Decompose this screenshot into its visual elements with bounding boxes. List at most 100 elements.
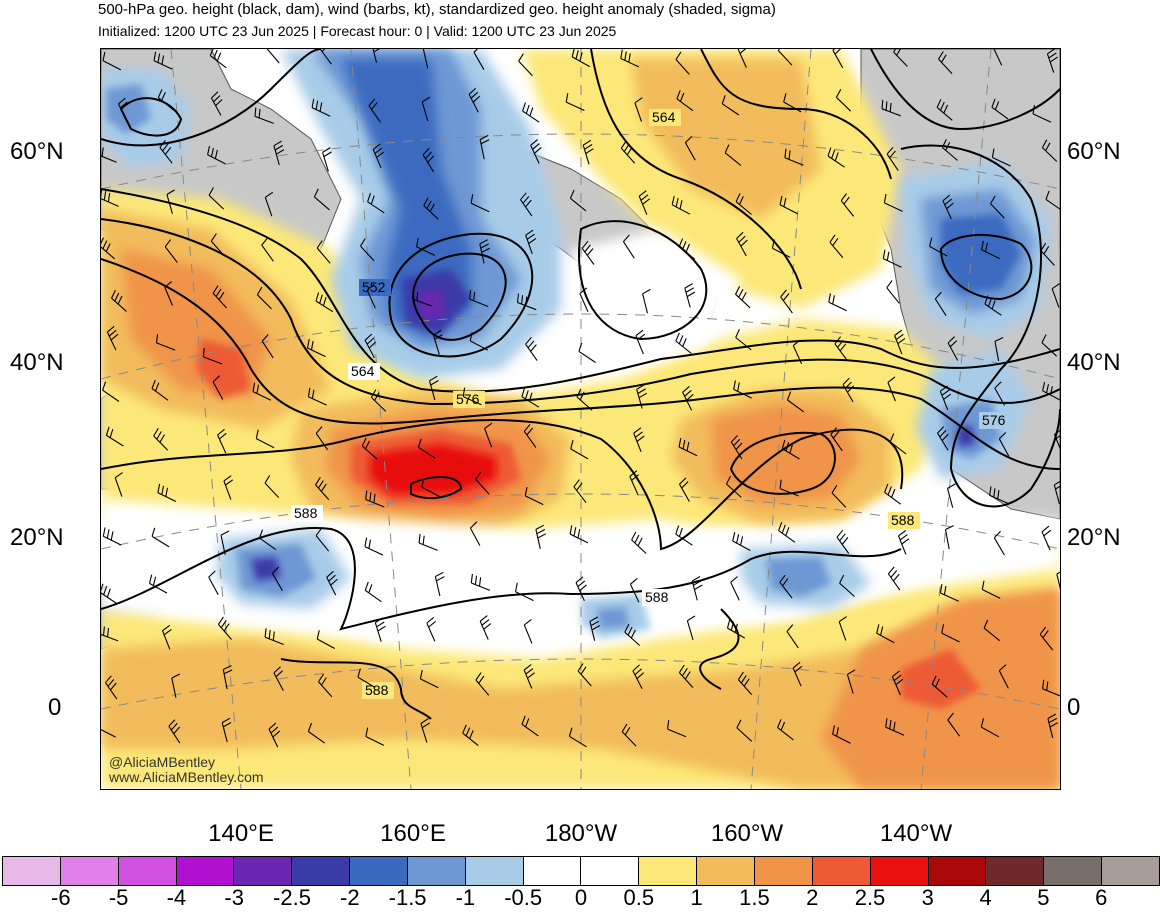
wind-barb [210, 91, 223, 116]
wind-barb [994, 381, 1006, 406]
wind-barb [883, 193, 903, 212]
wind-barb [153, 51, 173, 70]
wind-barb [836, 529, 850, 554]
wind-barb [475, 471, 490, 495]
wind-barb [315, 476, 330, 501]
wind-barb [624, 623, 641, 646]
wind-barb [1053, 429, 1060, 450]
wind-barb [724, 144, 742, 166]
wind-barb [365, 727, 385, 746]
wind-barb [462, 387, 482, 406]
wind-barb [629, 470, 639, 495]
wind-barb [636, 384, 648, 409]
wind-barb [839, 574, 855, 597]
wind-barb [164, 281, 174, 306]
wind-barb [1047, 713, 1059, 739]
wind-barb [252, 382, 272, 401]
wind-barb [571, 49, 590, 68]
lat-label-right: 60°N [1067, 138, 1121, 165]
colorbar-swatch [118, 857, 177, 885]
wind-barb [735, 285, 751, 309]
wind-barb [830, 427, 843, 452]
wind-barb [991, 98, 1009, 120]
wind-barb [412, 290, 432, 307]
colorbar-swatch [754, 857, 813, 885]
wind-barb [942, 194, 954, 220]
wind-barb [1041, 139, 1058, 162]
wind-barb [675, 332, 692, 354]
wind-barb [114, 472, 123, 497]
colorbar-swatch [176, 857, 235, 885]
wind-barb [721, 95, 740, 116]
wind-barb [421, 478, 440, 497]
wind-barb [993, 530, 1005, 556]
wind-barb [151, 379, 169, 401]
wind-barb [777, 49, 793, 66]
wind-barb [984, 295, 1002, 316]
colorbar-swatch [812, 857, 871, 885]
wind-barb [209, 49, 227, 69]
wind-barb [473, 49, 485, 70]
wind-barb [786, 624, 799, 649]
contour-label: 576 [982, 412, 1006, 428]
wind-barb [893, 49, 908, 67]
wind-barb [667, 720, 687, 738]
wind-barb [939, 385, 952, 411]
wind-barb [834, 336, 848, 361]
wind-barb [223, 475, 234, 500]
wind-barb [941, 624, 960, 643]
wind-barb [522, 102, 540, 123]
colorbar-swatch [3, 857, 61, 885]
wind-barb [778, 522, 796, 543]
wind-barb [981, 240, 1000, 260]
wind-barb [168, 719, 181, 744]
wind-barb [530, 139, 542, 164]
wind-barb [781, 439, 800, 460]
wind-barb [521, 387, 540, 408]
colorbar-swatch [986, 857, 1045, 885]
height-contours [101, 49, 1060, 720]
wind-barb [372, 143, 385, 169]
colorbar-swatch [1102, 857, 1159, 885]
wind-barb [418, 534, 438, 551]
wind-barb [523, 618, 533, 644]
wind-barb [151, 527, 170, 548]
lat-label-left: 20°N [10, 524, 64, 551]
wind-barb [516, 293, 537, 311]
wind-barb [1053, 480, 1060, 505]
chart-title: 500-hPa geo. height (black, dam), wind (… [98, 1, 776, 18]
wind-barb [159, 139, 173, 164]
wind-barb [568, 727, 587, 748]
wind-barb [832, 49, 844, 69]
wind-barb [514, 582, 534, 602]
wind-barb [678, 437, 698, 457]
wind-barb [771, 239, 791, 258]
wind-barb [779, 479, 799, 497]
wind-barb [261, 237, 274, 262]
wind-barb [101, 147, 117, 163]
wind-barb [980, 718, 1000, 738]
wind-barb [897, 530, 910, 555]
wind-barb [632, 664, 644, 689]
colorbar-tick-label: 5 [1037, 885, 1050, 910]
wind-barb [730, 576, 740, 601]
lon-label: 140°E [208, 820, 274, 847]
wind-barb [469, 521, 481, 546]
wind-barb [264, 191, 274, 217]
wind-barb [994, 337, 1004, 362]
wind-barb [578, 342, 596, 363]
wind-barb [101, 189, 119, 207]
wind-barb [577, 663, 592, 687]
wind-barb [311, 98, 331, 117]
wind-barb [264, 475, 280, 498]
colorbar-tick-label: -3 [224, 885, 244, 910]
wind-barb [939, 584, 959, 602]
wind-barb [929, 237, 948, 257]
wind-barb [316, 240, 331, 264]
wind-barb [620, 49, 640, 68]
wind-barb [101, 626, 119, 642]
lat-label-left: 0 [48, 694, 62, 721]
wind-barb [891, 670, 904, 696]
wind-barb [221, 717, 232, 743]
wind-barb [217, 428, 227, 454]
